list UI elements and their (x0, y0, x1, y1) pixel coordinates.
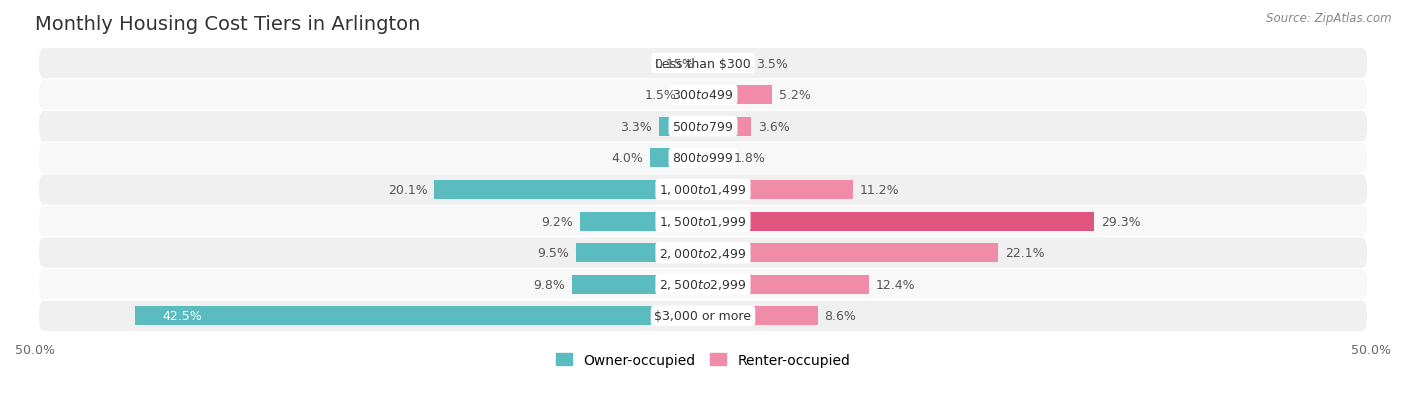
FancyBboxPatch shape (39, 143, 1367, 173)
Text: $500 to $799: $500 to $799 (672, 121, 734, 133)
Text: 9.8%: 9.8% (533, 278, 565, 291)
Text: 9.5%: 9.5% (537, 247, 569, 259)
Text: Less than $300: Less than $300 (655, 57, 751, 70)
Text: 1.5%: 1.5% (644, 89, 676, 102)
Bar (703, 149, 727, 168)
Bar (703, 117, 751, 136)
Bar (703, 55, 749, 74)
FancyBboxPatch shape (39, 175, 1367, 205)
Bar (576, 244, 703, 263)
Bar (650, 149, 703, 168)
Text: $1,500 to $1,999: $1,500 to $1,999 (659, 214, 747, 228)
Bar (703, 275, 869, 294)
Bar (434, 180, 703, 199)
Legend: Owner-occupied, Renter-occupied: Owner-occupied, Renter-occupied (550, 347, 856, 373)
Bar (659, 117, 703, 136)
Text: 3.5%: 3.5% (756, 57, 789, 70)
Text: 12.4%: 12.4% (876, 278, 915, 291)
Bar (702, 55, 703, 74)
Text: $3,000 or more: $3,000 or more (655, 310, 751, 323)
Text: $2,500 to $2,999: $2,500 to $2,999 (659, 278, 747, 292)
Text: $800 to $999: $800 to $999 (672, 152, 734, 165)
Bar (703, 86, 772, 105)
FancyBboxPatch shape (39, 49, 1367, 79)
Bar (683, 86, 703, 105)
FancyBboxPatch shape (39, 269, 1367, 300)
Text: 3.6%: 3.6% (758, 121, 790, 133)
Bar (703, 244, 998, 263)
Text: Source: ZipAtlas.com: Source: ZipAtlas.com (1267, 12, 1392, 25)
Text: $1,000 to $1,499: $1,000 to $1,499 (659, 183, 747, 197)
Bar (581, 212, 703, 231)
Text: 0.15%: 0.15% (654, 57, 695, 70)
Text: 3.3%: 3.3% (620, 121, 652, 133)
Text: $2,000 to $2,499: $2,000 to $2,499 (659, 246, 747, 260)
Text: 29.3%: 29.3% (1101, 215, 1140, 228)
Bar (703, 180, 852, 199)
Text: 5.2%: 5.2% (779, 89, 811, 102)
Text: 11.2%: 11.2% (859, 183, 898, 197)
Text: 1.8%: 1.8% (734, 152, 766, 165)
Text: 8.6%: 8.6% (824, 310, 856, 323)
Text: 4.0%: 4.0% (612, 152, 643, 165)
FancyBboxPatch shape (39, 238, 1367, 268)
Bar (572, 275, 703, 294)
Text: 42.5%: 42.5% (162, 310, 201, 323)
Text: 20.1%: 20.1% (388, 183, 427, 197)
Text: $300 to $499: $300 to $499 (672, 89, 734, 102)
FancyBboxPatch shape (39, 80, 1367, 111)
Text: 9.2%: 9.2% (541, 215, 574, 228)
Text: Monthly Housing Cost Tiers in Arlington: Monthly Housing Cost Tiers in Arlington (35, 15, 420, 34)
Text: 22.1%: 22.1% (1005, 247, 1045, 259)
Bar (135, 306, 703, 325)
Bar (703, 306, 818, 325)
FancyBboxPatch shape (39, 301, 1367, 331)
FancyBboxPatch shape (39, 112, 1367, 142)
Bar (703, 212, 1094, 231)
FancyBboxPatch shape (39, 206, 1367, 237)
